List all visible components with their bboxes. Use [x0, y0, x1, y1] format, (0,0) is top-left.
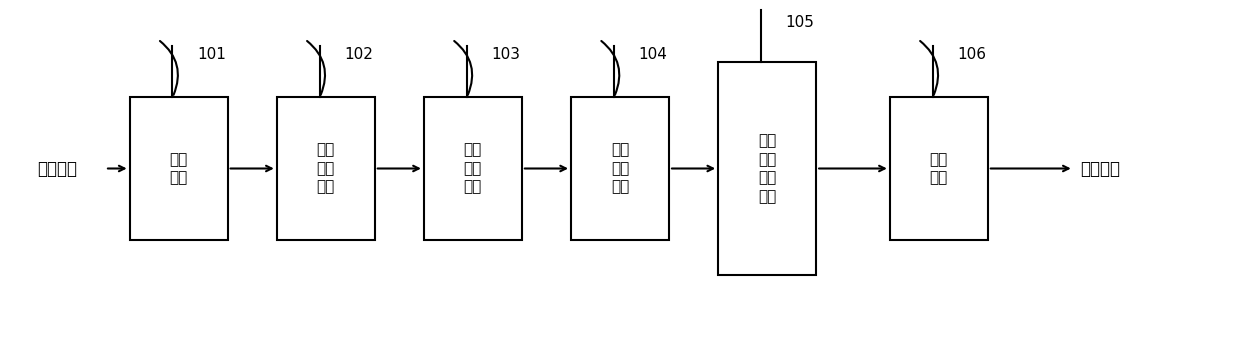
Text: 成型
滤波
模块: 成型 滤波 模块 [611, 143, 629, 194]
Text: 102: 102 [345, 47, 373, 62]
Text: 星座
映射
模块: 星座 映射 模块 [464, 143, 482, 194]
FancyBboxPatch shape [129, 97, 228, 240]
FancyBboxPatch shape [890, 97, 988, 240]
FancyBboxPatch shape [570, 97, 670, 240]
FancyBboxPatch shape [424, 97, 522, 240]
FancyBboxPatch shape [277, 97, 374, 240]
Text: 101: 101 [197, 47, 226, 62]
Text: 中频
信号
生成
模块: 中频 信号 生成 模块 [758, 133, 776, 204]
Text: 105: 105 [785, 14, 815, 30]
Text: 基带信号: 基带信号 [37, 159, 78, 178]
Text: 106: 106 [957, 47, 986, 62]
Text: 编码
模块: 编码 模块 [170, 152, 187, 185]
Text: 上变
频器: 上变 频器 [930, 152, 947, 185]
FancyBboxPatch shape [718, 62, 816, 275]
Text: 串并
转换
模块: 串并 转换 模块 [316, 143, 335, 194]
Text: 104: 104 [639, 47, 667, 62]
Text: 103: 103 [491, 47, 521, 62]
Text: 中频输出: 中频输出 [1080, 159, 1120, 178]
